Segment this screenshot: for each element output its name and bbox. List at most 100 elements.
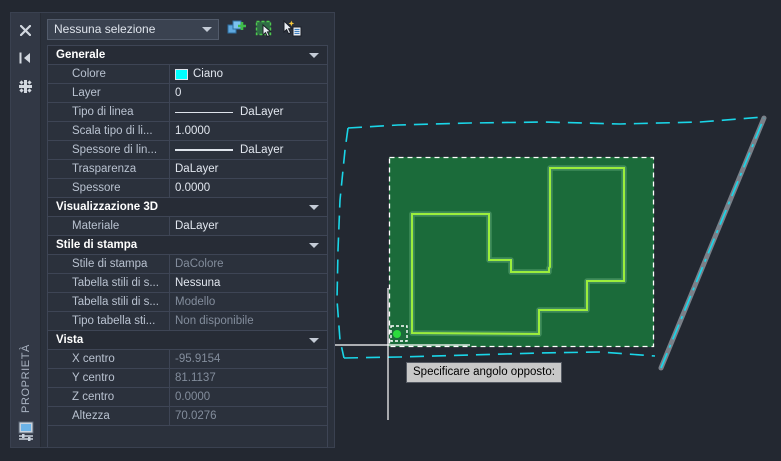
property-value[interactable]: Ciano: [170, 65, 327, 83]
property-label: Scala tipo di li...: [48, 122, 170, 140]
property-label: Spessore di lin...: [48, 141, 170, 159]
property-value-text: DaLayer: [240, 106, 284, 118]
property-row[interactable]: Stile di stampa DaColore: [48, 255, 327, 274]
group-header-stiledistampa[interactable]: Stile di stampa: [48, 236, 327, 255]
property-value[interactable]: 70.0276: [170, 407, 327, 425]
property-value-text: DaLayer: [175, 163, 219, 175]
property-label: Colore: [48, 65, 170, 83]
grip-point[interactable]: [390, 325, 408, 342]
property-value[interactable]: 0.0000: [170, 388, 327, 406]
property-row[interactable]: X centro -95.9154: [48, 350, 327, 369]
chevron-down-icon[interactable]: [309, 242, 319, 248]
property-label: Tabella stili di s...: [48, 274, 170, 292]
property-value-text: DaLayer: [240, 144, 284, 156]
property-label: Layer: [48, 84, 170, 102]
auto-hide-icon[interactable]: [15, 47, 37, 69]
group-header-visualizzazione3d[interactable]: Visualizzazione 3D: [48, 198, 327, 217]
property-label: Altezza: [48, 407, 170, 425]
property-row[interactable]: Tabella stili di s... Nessuna: [48, 274, 327, 293]
property-value-text: 0.0000: [175, 182, 211, 194]
property-value[interactable]: -95.9154: [170, 350, 327, 368]
group-title: Vista: [56, 334, 84, 346]
property-value[interactable]: DaColore: [170, 255, 327, 273]
palette-title: PROPRIETÀ: [19, 344, 32, 413]
property-row[interactable]: Spessore 0.0000: [48, 179, 327, 198]
property-label: Tipo tabella sti...: [48, 312, 170, 330]
property-row[interactable]: Scala tipo di li... 1.0000: [48, 122, 327, 141]
selection-dropdown[interactable]: Nessuna selezione: [47, 18, 219, 40]
property-row[interactable]: Altezza 70.0276: [48, 407, 327, 426]
property-row[interactable]: Colore Ciano: [48, 65, 327, 84]
property-row[interactable]: Z centro 0.0000: [48, 388, 327, 407]
property-value[interactable]: DaLayer: [170, 141, 327, 159]
linetype-preview-icon: [175, 111, 233, 113]
quick-select-filter-icon[interactable]: [281, 18, 303, 40]
chevron-down-icon[interactable]: [309, 204, 319, 210]
property-label: Trasparenza: [48, 160, 170, 178]
property-label: Y centro: [48, 369, 170, 387]
group-title: Visualizzazione 3D: [56, 201, 159, 213]
quick-select-add-icon[interactable]: [225, 18, 247, 40]
property-value-text: 0: [175, 87, 182, 99]
property-value-text: DaColore: [175, 258, 224, 270]
property-value-text: Ciano: [193, 68, 224, 80]
property-value[interactable]: Nessuna: [170, 274, 327, 292]
group-header-generale[interactable]: Generale: [48, 46, 327, 65]
property-label: Spessore: [48, 179, 170, 197]
chevron-down-icon[interactable]: [309, 337, 319, 343]
property-value-text: 70.0276: [175, 410, 217, 422]
properties-toolbar: Nessuna selezione: [41, 13, 334, 45]
properties-panel-icon[interactable]: [16, 421, 36, 441]
property-value[interactable]: 81.1137: [170, 369, 327, 387]
group-header-vista[interactable]: Vista: [48, 331, 327, 350]
property-row[interactable]: Tabella stili di s... Modello: [48, 293, 327, 312]
polilinea-contorno-ciano: [336, 116, 764, 359]
finestra-selezione: [388, 156, 655, 348]
palette-body: Nessuna selezione: [41, 13, 334, 447]
property-row[interactable]: Spessore di lin... DaLayer: [48, 141, 327, 160]
properties-rows[interactable]: Generale Colore Ciano Layer 0 Tipo di linea Da…: [47, 45, 328, 447]
palette-menu-icon[interactable]: [15, 75, 37, 97]
property-label: Materiale: [48, 217, 170, 235]
property-label: Tabella stili di s...: [48, 293, 170, 311]
close-icon[interactable]: [15, 19, 37, 41]
property-row[interactable]: Tipo di linea DaLayer: [48, 103, 327, 122]
property-value-text: -95.9154: [175, 353, 221, 365]
property-row[interactable]: Layer 0: [48, 84, 327, 103]
property-value[interactable]: Non disponibile: [170, 312, 327, 330]
lineweight-preview-icon: [175, 149, 233, 151]
property-value-text: Non disponibile: [175, 315, 254, 327]
property-label: X centro: [48, 350, 170, 368]
property-value-text: DaLayer: [175, 220, 219, 232]
property-value-text: 0.0000: [175, 391, 211, 403]
property-value[interactable]: 0: [170, 84, 327, 102]
selection-dropdown-value: Nessuna selezione: [54, 22, 156, 36]
property-label: Stile di stampa: [48, 255, 170, 273]
property-value-text: 1.0000: [175, 125, 211, 137]
property-row[interactable]: Y centro 81.1137: [48, 369, 327, 388]
group-title: Generale: [56, 49, 106, 61]
property-value-text: 81.1137: [175, 372, 216, 384]
chevron-down-icon[interactable]: [309, 52, 319, 58]
chevron-down-icon: [202, 26, 212, 32]
group-title: Stile di stampa: [56, 239, 138, 251]
property-value[interactable]: 0.0000: [170, 179, 327, 197]
palette-side-bar: PROPRIETÀ: [11, 13, 41, 447]
select-objects-icon[interactable]: [253, 18, 275, 40]
property-value[interactable]: DaLayer: [170, 160, 327, 178]
property-row[interactable]: Materiale DaLayer: [48, 217, 327, 236]
crosshair-cursor: [330, 288, 470, 420]
property-value[interactable]: 1.0000: [170, 122, 327, 140]
linea-diagonale-tratto-punto: [658, 115, 767, 371]
property-value[interactable]: Modello: [170, 293, 327, 311]
color-swatch-icon: [175, 68, 188, 80]
property-value[interactable]: DaLayer: [170, 103, 327, 121]
property-value-text: Nessuna: [175, 277, 221, 289]
property-row[interactable]: Tipo tabella sti... Non disponibile: [48, 312, 327, 331]
property-row[interactable]: Trasparenza DaLayer: [48, 160, 327, 179]
properties-palette: PROPRIETÀ Nessuna selezione: [10, 12, 335, 448]
polilinea-evidenziata[interactable]: [409, 165, 627, 337]
property-value[interactable]: DaLayer: [170, 217, 327, 235]
